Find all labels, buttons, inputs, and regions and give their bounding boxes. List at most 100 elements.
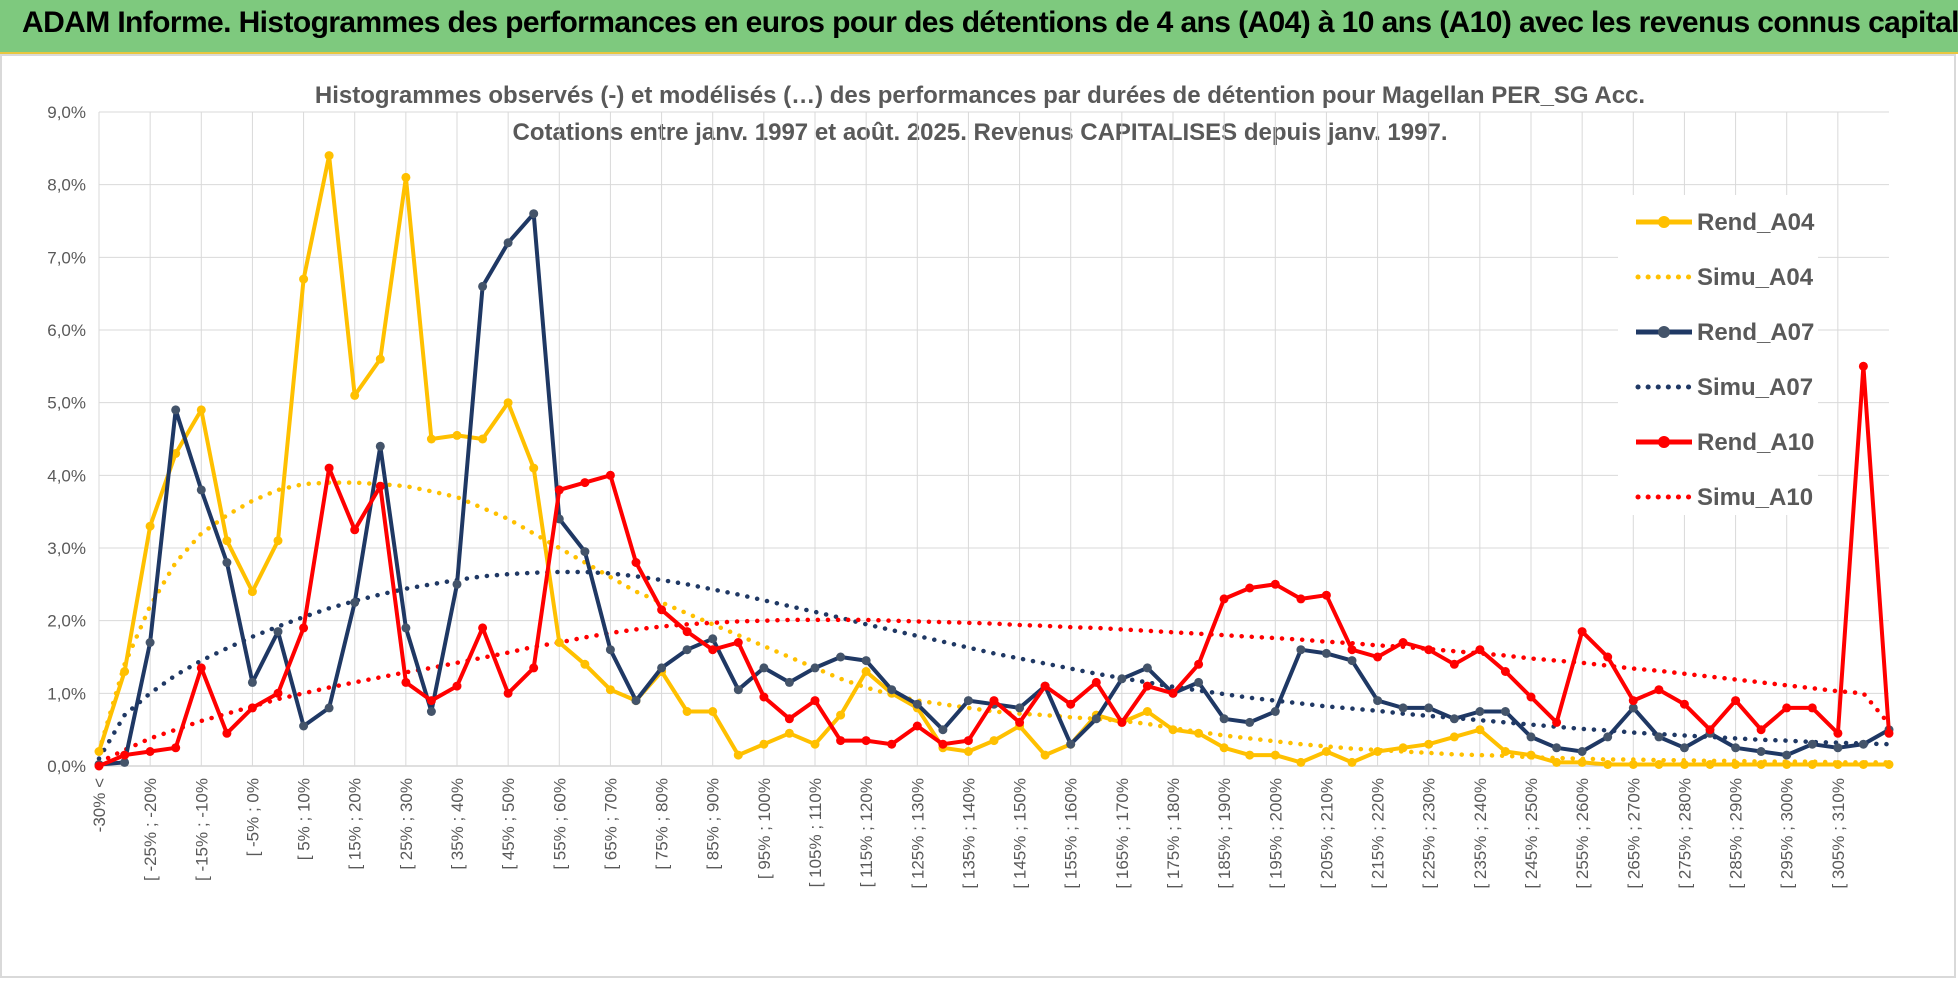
data-point-rend-a07 — [1807, 739, 1817, 749]
data-point-rend-a10 — [1373, 652, 1383, 662]
data-point-rend-a07 — [1858, 739, 1868, 749]
data-point-rend-a10 — [733, 638, 743, 647]
data-point-rend-a10 — [1219, 594, 1229, 604]
data-point-rend-a07 — [631, 696, 641, 706]
y-tick-label: 3,0% — [47, 539, 86, 558]
data-point-rend-a10 — [810, 696, 820, 706]
data-point-rend-a10 — [273, 688, 283, 698]
data-point-rend-a07 — [1194, 677, 1204, 687]
data-point-rend-a04 — [759, 739, 769, 749]
data-point-rend-a07 — [836, 652, 846, 662]
x-tick-label: [ 155% ; 160% — [1062, 778, 1081, 889]
y-axis-ticks: 0,0% 1,0% 2,0% 3,0% 4,0% 5,0% 6,0% 7,0% 8,0% 9,0% — [47, 103, 86, 776]
legend-marker-rend-a04 — [1658, 216, 1670, 228]
x-tick-label: [ 185% ; 190% — [1215, 778, 1234, 889]
data-point-rend-a04 — [1679, 760, 1689, 769]
data-point-rend-a04 — [120, 667, 130, 676]
data-point-rend-a04 — [171, 449, 181, 458]
data-point-rend-a04 — [1449, 732, 1459, 742]
x-tick-label: -30% < — [90, 778, 109, 832]
legend-label-rend-a10: Rend_A10 — [1697, 429, 1814, 456]
x-tick-label: [ 135% ; 140% — [959, 778, 978, 889]
data-point-rend-a07 — [963, 696, 973, 706]
data-point-rend-a04 — [1705, 760, 1715, 769]
data-point-rend-a10 — [324, 463, 334, 473]
data-point-rend-a10 — [554, 485, 564, 495]
data-point-rend-a07 — [1117, 674, 1127, 684]
legend-label-simu-a07: Simu_A07 — [1697, 374, 1813, 401]
data-point-rend-a10 — [171, 743, 181, 753]
data-point-rend-a10 — [963, 736, 973, 746]
data-point-rend-a04 — [1475, 725, 1485, 735]
data-point-rend-a10 — [605, 470, 615, 480]
data-point-rend-a07 — [1373, 696, 1383, 706]
data-point-rend-a07 — [708, 634, 718, 644]
chart-frame — [0, 54, 1956, 978]
data-point-rend-a04 — [1040, 750, 1050, 760]
x-tick-label: [ 65% ; 70% — [601, 778, 620, 870]
data-point-rend-a10 — [1040, 681, 1050, 691]
grid — [98, 111, 1889, 767]
data-point-rend-a04 — [554, 638, 564, 647]
data-point-rend-a04 — [810, 739, 820, 749]
data-point-rend-a07 — [784, 677, 794, 687]
x-tick-label: [ -25% ; -20% — [141, 778, 160, 881]
data-point-rend-a10 — [350, 525, 360, 535]
data-point-rend-a07 — [1731, 743, 1741, 753]
x-tick-label: [ 255% ; 260% — [1573, 778, 1592, 889]
x-tick-label: [ 45% ; 50% — [499, 778, 518, 870]
legend-label-simu-a10: Simu_A10 — [1697, 484, 1813, 511]
data-point-rend-a07 — [529, 209, 539, 219]
data-point-rend-a10 — [1194, 659, 1204, 669]
title-background — [370, 82, 1585, 150]
x-tick-label: [ 5% ; 10% — [295, 778, 314, 860]
data-point-rend-a04 — [273, 536, 283, 546]
data-point-rend-a10 — [1654, 685, 1664, 695]
data-point-rend-a07 — [324, 703, 334, 713]
data-point-rend-a07 — [401, 623, 411, 633]
x-tick-label: [ 145% ; 150% — [1011, 778, 1030, 889]
data-point-rend-a10 — [708, 645, 718, 655]
data-point-rend-a10 — [120, 750, 130, 760]
x-tick-label: [ 115% ; 120% — [857, 778, 876, 887]
legend: Rend_A04 Simu_A04 Rend_A07 Simu_A07 Rend_A10… — [1618, 195, 1818, 515]
x-tick-label: [ 195% ; 200% — [1266, 778, 1285, 889]
chart-title: Histogrammes observés (-) et modélisés (… — [315, 82, 1645, 109]
data-point-rend-a07 — [1833, 743, 1843, 753]
data-point-rend-a04 — [1884, 760, 1894, 769]
y-tick-label: 8,0% — [47, 176, 86, 195]
data-point-rend-a10 — [1679, 699, 1689, 709]
data-point-rend-a04 — [1194, 728, 1204, 738]
data-point-rend-a07 — [1577, 747, 1587, 756]
data-point-rend-a07 — [657, 663, 667, 673]
data-point-rend-a04 — [1807, 760, 1817, 769]
data-point-rend-a04 — [1526, 750, 1536, 760]
legend-background — [1618, 195, 1818, 515]
data-point-rend-a10 — [1705, 725, 1715, 735]
data-point-rend-a04 — [1731, 760, 1741, 769]
data-point-rend-a10 — [938, 739, 948, 749]
data-point-rend-a10 — [912, 721, 922, 731]
series-line-simu-a04 — [96, 480, 1892, 765]
y-tick-label: 9,0% — [47, 103, 86, 122]
data-point-rend-a07 — [1424, 703, 1434, 713]
x-tick-label: [ -5% ; 0% — [243, 778, 262, 856]
data-point-rend-a07 — [733, 685, 743, 695]
data-point-rend-a04 — [426, 434, 436, 444]
y-tick-label: 6,0% — [47, 321, 86, 340]
data-point-rend-a04 — [350, 390, 360, 400]
data-point-rend-a04 — [605, 685, 615, 695]
data-point-rend-a07 — [887, 685, 897, 695]
data-point-rend-a10 — [1245, 583, 1255, 593]
data-point-rend-a04 — [452, 430, 462, 440]
x-tick-label: [ 285% ; 290% — [1727, 778, 1746, 889]
data-point-rend-a07 — [120, 757, 130, 767]
x-tick-label: [ 15% ; 20% — [346, 778, 365, 870]
data-point-rend-a07 — [1500, 707, 1510, 716]
data-point-rend-a10 — [580, 478, 590, 488]
data-point-rend-a10 — [1424, 645, 1434, 655]
data-point-rend-a04 — [401, 172, 411, 182]
legend-marker-rend-a10 — [1658, 436, 1670, 448]
data-point-rend-a10 — [1756, 725, 1766, 735]
data-point-rend-a07 — [1245, 717, 1255, 727]
